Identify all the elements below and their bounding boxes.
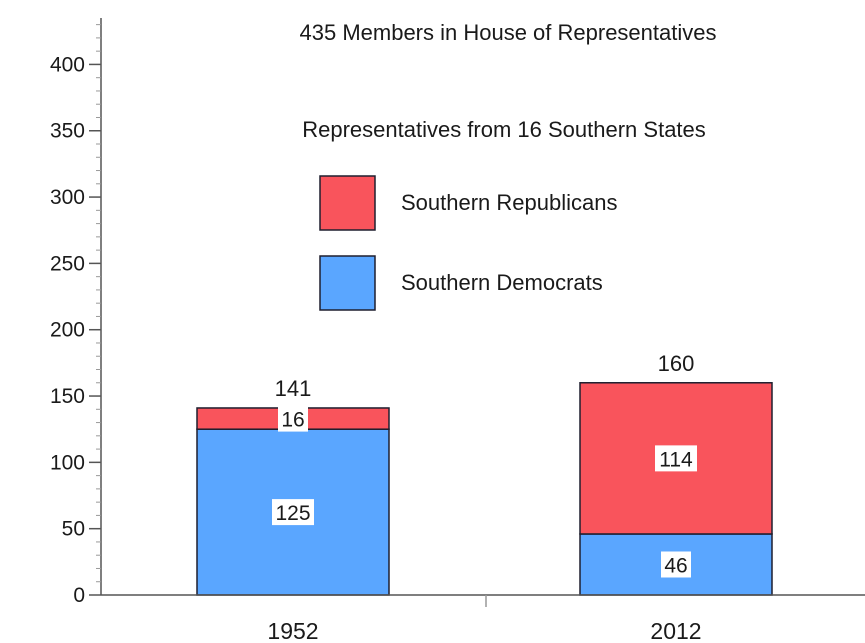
- total-label: 141: [275, 376, 312, 401]
- x-axis: 1952 2012: [101, 594, 865, 643]
- y-tick-label: 200: [50, 319, 85, 342]
- y-axis: 0 50 100 150 200 250 300 350 400: [50, 18, 102, 607]
- legend-label: Southern Republicans: [401, 190, 617, 215]
- chart-subtitle: Representatives from 16 Southern States: [302, 117, 706, 142]
- total-label: 160: [658, 351, 695, 376]
- x-tick-label: 2012: [650, 618, 701, 643]
- data-label-background: [272, 499, 314, 526]
- y-tick-label: 300: [50, 186, 85, 209]
- y-tick-label: 250: [50, 252, 85, 275]
- data-label-background: [661, 551, 691, 578]
- y-tick-label: 100: [50, 451, 85, 474]
- data-label: 16: [281, 409, 304, 432]
- data-label: 114: [659, 448, 693, 471]
- legend-swatch: [319, 175, 376, 231]
- y-tick-label: 50: [62, 518, 85, 541]
- y-tick-label: 400: [50, 53, 85, 76]
- data-label: 125: [275, 502, 310, 525]
- bars: 125 16 141 46 114 160: [196, 351, 773, 596]
- legend: Southern Republicans Southern Democrats: [319, 175, 617, 311]
- data-label-background: [278, 405, 308, 432]
- data-label: 46: [664, 554, 687, 577]
- data-label-background: [655, 445, 697, 472]
- legend-swatch: [319, 255, 376, 311]
- y-tick-label: 350: [50, 120, 85, 143]
- legend-label: Southern Democrats: [401, 270, 603, 295]
- x-tick-label: 1952: [267, 618, 318, 643]
- y-tick-label: 0: [73, 584, 85, 607]
- chart-title: 435 Members in House of Representatives: [300, 20, 717, 45]
- y-tick-label: 150: [50, 385, 85, 408]
